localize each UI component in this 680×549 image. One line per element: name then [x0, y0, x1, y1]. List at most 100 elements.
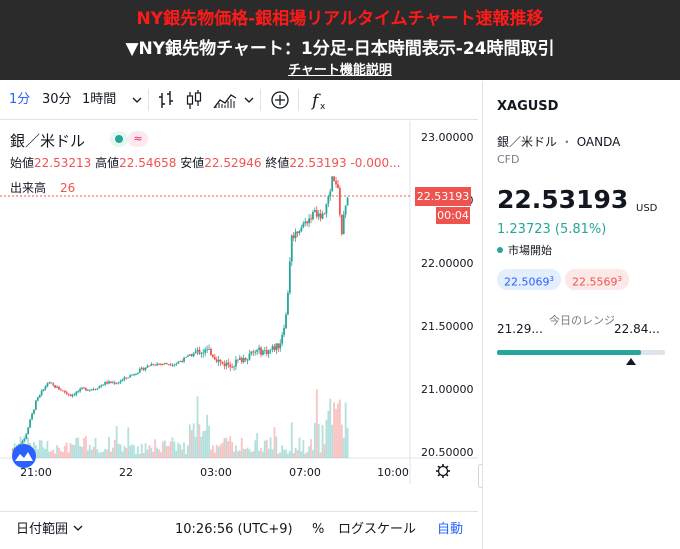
candle-body — [52, 383, 55, 386]
toolbar-divider — [260, 89, 261, 111]
price-chart[interactable]: 23.0000022.5000022.0000021.5000021.00000… — [0, 121, 478, 484]
volume-bar — [140, 443, 143, 458]
chart-help-link[interactable]: チャート機能説明 — [288, 63, 392, 78]
volume-bar — [200, 436, 203, 458]
percent-scale-toggle[interactable]: % — [312, 522, 325, 537]
candle-body — [306, 221, 309, 224]
volume-bar — [52, 449, 55, 458]
volume-bar — [333, 402, 336, 458]
candle-body — [140, 367, 143, 369]
candle-chart-button[interactable] — [185, 81, 203, 119]
candle-body — [331, 176, 334, 192]
function-icon: f x — [310, 91, 326, 112]
symbol-description: 銀／米ドル ・ OANDA — [497, 133, 620, 150]
candle-body — [312, 212, 314, 220]
candle-body — [294, 231, 297, 238]
ask-price-button[interactable]: 22.55693 — [565, 269, 629, 290]
volume-bar — [211, 445, 214, 458]
interval-dropdown-button[interactable] — [132, 81, 142, 119]
volume-bar — [275, 436, 278, 458]
add-indicator-button[interactable] — [269, 81, 291, 119]
candle-body — [186, 355, 189, 357]
candle-body — [198, 349, 201, 354]
candle-body — [215, 359, 218, 362]
interval-1m-button[interactable]: 1分 — [9, 92, 31, 107]
volume-bar — [327, 410, 330, 458]
volume-bar — [281, 445, 284, 458]
volume-bar — [186, 445, 189, 458]
volume-bar — [60, 451, 62, 458]
price-tick-label: 20.50000 — [421, 446, 474, 459]
candle-body — [90, 389, 93, 391]
volume-bar — [273, 427, 276, 458]
candle-body — [267, 350, 270, 354]
candle-body — [81, 387, 83, 389]
open-value: 22.53213 — [34, 156, 92, 170]
volume-bar — [267, 448, 270, 458]
volume-bar — [183, 442, 185, 458]
interval-1h-button[interactable]: 1時間 — [82, 92, 117, 107]
volume-bar — [156, 447, 158, 458]
current-price-tag: 22.53193 — [415, 187, 471, 206]
interval-30m-button[interactable]: 30分 — [42, 92, 72, 107]
candle-body — [106, 381, 108, 384]
volume-bar — [160, 452, 162, 458]
candle-body — [154, 364, 157, 366]
candle-body — [152, 364, 155, 365]
volume-bar — [329, 398, 332, 458]
volume-bar — [46, 440, 49, 458]
volume-bar — [102, 451, 105, 458]
candle-body — [173, 364, 176, 366]
candle-body — [242, 357, 245, 363]
candle-body — [213, 357, 216, 360]
gear-tooth — [437, 465, 441, 469]
close-label: 終値 — [265, 156, 290, 170]
candle-body — [185, 356, 187, 358]
chart-settings-icon[interactable] — [436, 464, 450, 478]
candle-body — [40, 390, 43, 395]
day-range-high: 22.84... — [614, 322, 660, 336]
volume-bar — [117, 443, 120, 458]
volume-bar — [331, 424, 334, 458]
date-range-button[interactable]: 日付範囲 — [16, 512, 84, 548]
volume-bar — [190, 430, 193, 458]
candle-body — [34, 400, 37, 410]
volume-bar — [196, 396, 199, 458]
volume-bar — [237, 451, 239, 458]
candle-body — [36, 397, 39, 401]
candle-body — [206, 349, 209, 351]
bid-price-button[interactable]: 22.50693 — [497, 269, 561, 290]
candle-body — [279, 343, 282, 349]
volume-bar — [152, 451, 155, 458]
toolbar-divider — [148, 89, 149, 111]
instrument-type: CFD — [497, 153, 520, 166]
bar-chart-button[interactable] — [157, 81, 175, 119]
chart-clock[interactable]: 10:26:56 (UTC+9) — [175, 522, 293, 537]
chevron-down-icon — [132, 97, 142, 103]
chart-type-dropdown-button[interactable] — [244, 81, 254, 119]
area-chart-icon — [213, 94, 237, 109]
area-chart-button[interactable] — [213, 81, 237, 119]
volume-bar — [204, 430, 207, 458]
candle-body — [292, 235, 295, 238]
volume-bar — [135, 453, 137, 458]
volume-bar — [219, 444, 222, 458]
day-range-fill — [497, 350, 642, 355]
site-banner: NY銀先物価格-銀相場リアルタイムチャート速報推移 ▼NY銀先物チャート：1分足… — [0, 0, 680, 80]
candle-body — [163, 363, 166, 365]
candle-body — [160, 363, 162, 365]
volume-bar — [94, 437, 97, 458]
candle-body — [177, 361, 180, 364]
volume-bar — [54, 453, 57, 458]
volume-bar — [292, 452, 295, 458]
market-status-badge — [110, 131, 128, 147]
log-scale-toggle[interactable]: ログスケール — [338, 522, 417, 537]
candle-body — [296, 231, 299, 233]
candle-body — [319, 213, 322, 219]
candle-body — [183, 357, 185, 362]
volume-bar — [231, 442, 234, 458]
indicators-button[interactable]: f x — [310, 81, 330, 119]
auto-scale-toggle[interactable]: 自動 — [437, 522, 464, 537]
volume-bar — [106, 449, 108, 458]
gear-tooth — [445, 473, 449, 477]
